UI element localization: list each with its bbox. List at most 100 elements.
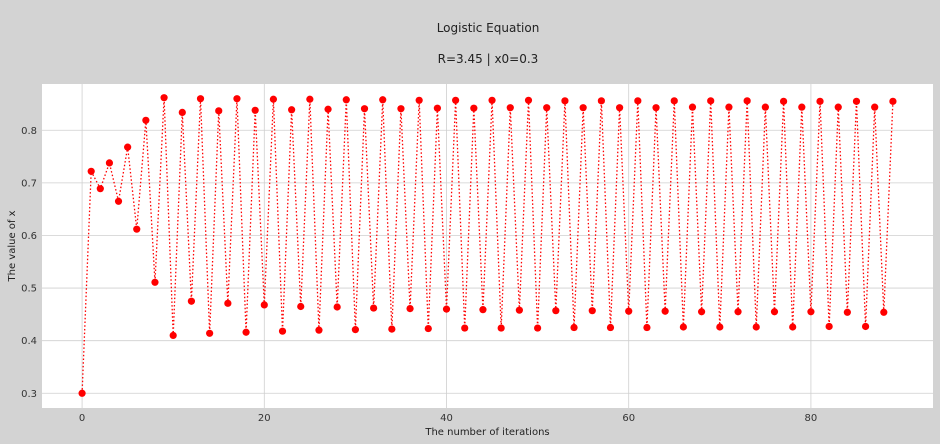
data-point (424, 324, 432, 333)
data-point (379, 96, 387, 104)
data-point (616, 104, 624, 112)
data-point (260, 301, 268, 309)
data-point (215, 107, 223, 115)
data-point (187, 297, 196, 305)
data-point (351, 326, 359, 334)
y-tick-label: 0.3 (21, 389, 37, 400)
data-point (634, 97, 642, 105)
axis-ticks: 0 20 40 60 80 0.3 0.4 0.5 0.6 0.7 0.8 (21, 126, 817, 424)
data-point (196, 95, 205, 103)
data-point (861, 322, 870, 331)
data-point (178, 108, 186, 117)
data-point (306, 95, 314, 103)
data-point (697, 308, 706, 316)
data-point (880, 308, 888, 316)
data-point (233, 95, 241, 103)
data-point (688, 103, 697, 111)
chart-title: Logistic Equation (436, 21, 540, 35)
data-point (479, 306, 487, 314)
y-tick-label: 0.5 (21, 284, 37, 295)
data-point (433, 104, 441, 112)
data-point (770, 308, 779, 316)
data-point (297, 302, 305, 311)
data-point (169, 331, 177, 340)
data-point (78, 389, 86, 397)
data-point (579, 104, 587, 112)
data-point (452, 96, 460, 104)
data-point (643, 323, 651, 332)
data-point (871, 103, 879, 111)
data-point (251, 106, 259, 114)
data-point (315, 326, 323, 334)
data-point (324, 105, 332, 113)
y-tick-label: 0.6 (21, 231, 37, 242)
data-point (224, 299, 232, 307)
data-point (834, 103, 842, 111)
data-point (789, 323, 797, 331)
data-point (534, 324, 542, 332)
data-point (333, 303, 341, 311)
chart-subtitle: R=3.45 | x0=0.3 (437, 52, 539, 66)
data-point (288, 106, 296, 114)
data-point (798, 103, 806, 111)
data-point (524, 96, 533, 104)
data-point (160, 94, 168, 102)
data-point (597, 97, 605, 105)
data-point (588, 307, 596, 315)
data-point (716, 323, 724, 331)
data-point (415, 96, 423, 104)
data-point (852, 97, 861, 105)
plot-area (42, 84, 933, 408)
data-point (679, 323, 687, 331)
data-point (442, 305, 451, 313)
data-point (816, 97, 824, 105)
data-point (515, 306, 523, 314)
data-point (661, 307, 669, 315)
data-point (242, 328, 250, 336)
data-point (570, 323, 578, 332)
data-point (470, 104, 478, 112)
data-point (506, 104, 514, 112)
data-point (807, 308, 815, 316)
data-point (552, 307, 560, 315)
data-point (497, 324, 505, 332)
data-point (561, 97, 569, 105)
data-point (342, 96, 350, 104)
grid-lines (42, 84, 933, 408)
data-point (105, 159, 114, 167)
data-point (843, 308, 851, 316)
x-axis-label: The number of iterations (424, 427, 549, 438)
data-point (825, 322, 833, 331)
data-point (889, 97, 897, 105)
data-point (397, 105, 405, 113)
y-axis-label: The value of x (7, 210, 18, 282)
data-point (625, 307, 633, 315)
y-tick-label: 0.4 (21, 336, 37, 347)
data-point (96, 185, 104, 193)
series-dotted-line (81, 97, 894, 394)
data-point (752, 323, 760, 331)
x-tick-label: 80 (805, 413, 818, 424)
data-point (779, 97, 788, 105)
data-point (488, 96, 496, 104)
x-tick-label: 20 (258, 413, 271, 424)
data-point (761, 103, 769, 111)
data-point (87, 167, 95, 175)
data-point (388, 325, 396, 333)
y-tick-label: 0.8 (21, 126, 37, 137)
data-point (406, 304, 414, 313)
series-line (81, 97, 894, 394)
data-point (707, 97, 715, 105)
data-point (360, 105, 369, 113)
data-point (461, 324, 469, 332)
data-point (278, 327, 287, 335)
data-point (734, 308, 742, 316)
data-point (543, 104, 551, 112)
data-point (670, 97, 678, 105)
data-point (133, 225, 141, 233)
data-point (151, 278, 159, 286)
x-tick-label: 60 (622, 413, 635, 424)
series-markers (78, 94, 897, 397)
data-point (743, 97, 751, 105)
